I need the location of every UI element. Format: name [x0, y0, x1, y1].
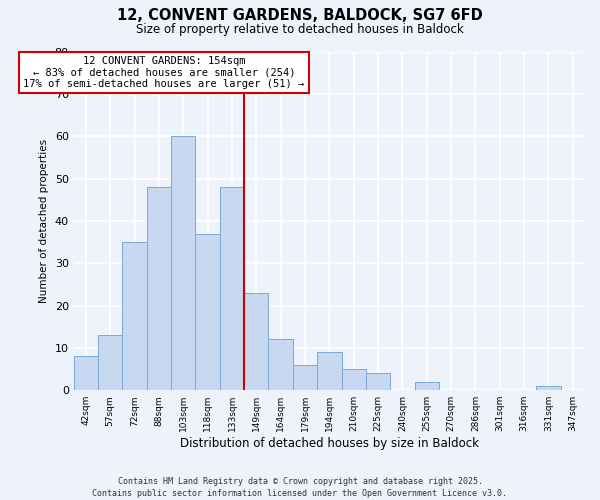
Y-axis label: Number of detached properties: Number of detached properties — [39, 139, 49, 303]
Text: Contains HM Land Registry data © Crown copyright and database right 2025.
Contai: Contains HM Land Registry data © Crown c… — [92, 476, 508, 498]
Bar — [415, 382, 439, 390]
Bar — [171, 136, 196, 390]
X-axis label: Distribution of detached houses by size in Baldock: Distribution of detached houses by size … — [180, 437, 479, 450]
Bar — [196, 234, 220, 390]
Bar — [220, 187, 244, 390]
Text: 12 CONVENT GARDENS: 154sqm
← 83% of detached houses are smaller (254)
17% of sem: 12 CONVENT GARDENS: 154sqm ← 83% of deta… — [23, 56, 304, 89]
Bar — [536, 386, 560, 390]
Bar — [122, 242, 147, 390]
Bar — [268, 340, 293, 390]
Bar — [317, 352, 341, 390]
Bar — [341, 369, 366, 390]
Text: 12, CONVENT GARDENS, BALDOCK, SG7 6FD: 12, CONVENT GARDENS, BALDOCK, SG7 6FD — [117, 8, 483, 22]
Bar — [366, 374, 390, 390]
Bar — [293, 365, 317, 390]
Bar — [98, 335, 122, 390]
Text: Size of property relative to detached houses in Baldock: Size of property relative to detached ho… — [136, 22, 464, 36]
Bar — [147, 187, 171, 390]
Bar — [74, 356, 98, 390]
Bar — [244, 293, 268, 390]
